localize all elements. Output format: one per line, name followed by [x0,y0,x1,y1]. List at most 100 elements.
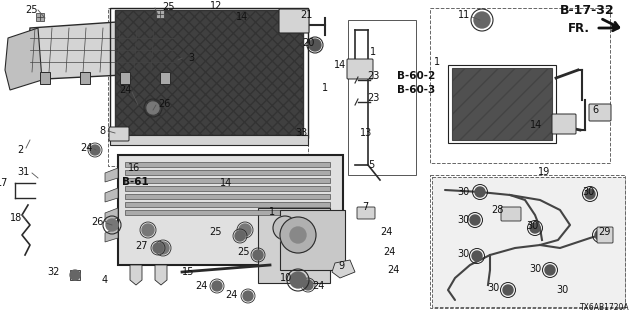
Circle shape [142,224,154,236]
Text: 23: 23 [367,71,380,81]
Bar [432,177,625,307]
Text: 27: 27 [136,241,148,251]
Text: 15: 15 [182,267,195,277]
Text: 14: 14 [333,60,346,70]
Bar [160,72,170,84]
Text: 29: 29 [598,227,611,237]
Circle shape [280,217,316,253]
Text: 24: 24 [312,281,324,291]
Text: B-61: B-61 [122,177,148,187]
Text: 24: 24 [226,290,238,300]
Text: 9: 9 [338,261,344,271]
Text: 4: 4 [102,275,108,285]
Text: 13: 13 [360,128,372,138]
Circle shape [70,270,80,280]
Text: 30: 30 [582,187,595,197]
Bar [430,175,625,308]
Text: 26: 26 [92,217,104,227]
Bar [118,155,343,265]
Circle shape [472,251,482,261]
Polygon shape [105,208,118,222]
Text: FR.: FR. [568,21,590,35]
Circle shape [303,280,313,290]
Text: 5: 5 [368,160,374,170]
Text: 2: 2 [18,145,24,155]
Text: 6: 6 [592,105,598,115]
Text: 24: 24 [81,143,93,153]
Text: 32: 32 [47,267,60,277]
FancyBboxPatch shape [589,104,611,121]
Text: 30: 30 [530,264,542,274]
Text: B-17-32: B-17-32 [560,4,614,17]
Circle shape [475,187,485,197]
Text: 8: 8 [100,126,106,136]
Circle shape [503,285,513,295]
Circle shape [585,189,595,199]
Text: 14: 14 [530,120,542,130]
Text: 24: 24 [380,227,392,237]
Text: 24: 24 [387,265,399,275]
Polygon shape [130,265,142,285]
Text: 31: 31 [18,167,30,177]
Bar [108,8,308,166]
Polygon shape [105,188,118,202]
Circle shape [147,102,159,114]
Text: 21: 21 [300,10,312,20]
Text: B-60-3: B-60-3 [397,85,435,95]
Text: 17: 17 [0,178,8,188]
Bar [258,208,330,283]
Text: 30: 30 [556,285,568,295]
Bar [70,270,80,280]
Text: 14: 14 [236,12,248,22]
Circle shape [90,145,100,155]
Text: 30: 30 [526,221,538,231]
Text: 7: 7 [362,202,368,212]
Bar [348,20,416,175]
Circle shape [474,12,490,28]
Text: 24: 24 [120,85,132,95]
Circle shape [290,272,306,288]
Text: 10: 10 [280,273,292,283]
Text: 12: 12 [210,1,222,11]
Polygon shape [105,168,118,182]
Bar [120,72,130,84]
Circle shape [243,291,253,301]
Text: TX6AB1720A: TX6AB1720A [580,303,630,312]
Polygon shape [105,228,118,242]
Bar [125,202,330,207]
Bar [125,186,330,191]
Text: 19: 19 [538,167,550,177]
Text: 24: 24 [196,281,208,291]
Text: 14: 14 [220,178,232,188]
Bar [115,10,303,135]
Bar [448,65,556,143]
Text: 1: 1 [434,57,440,67]
Text: 33: 33 [295,128,307,138]
Text: 30: 30 [458,249,470,259]
Circle shape [309,39,321,51]
Bar [125,210,330,215]
Circle shape [157,242,169,254]
Text: 28: 28 [492,205,504,215]
Text: 25: 25 [209,227,222,237]
Bar [125,178,330,183]
Text: B-60-2: B-60-2 [397,71,435,81]
FancyBboxPatch shape [279,9,309,33]
Bar [156,10,164,18]
FancyBboxPatch shape [109,127,129,141]
Bar [430,8,610,163]
Circle shape [545,265,555,275]
Text: 1: 1 [370,47,376,57]
Text: 24: 24 [383,247,396,257]
Polygon shape [5,28,42,90]
Text: 23: 23 [367,93,380,103]
Polygon shape [332,260,355,278]
FancyBboxPatch shape [552,114,576,134]
Circle shape [106,219,118,231]
Text: 25: 25 [26,5,38,15]
Text: 25: 25 [237,247,250,257]
FancyBboxPatch shape [501,207,521,221]
Text: 25: 25 [162,2,175,12]
Circle shape [273,216,297,240]
Polygon shape [155,265,167,285]
